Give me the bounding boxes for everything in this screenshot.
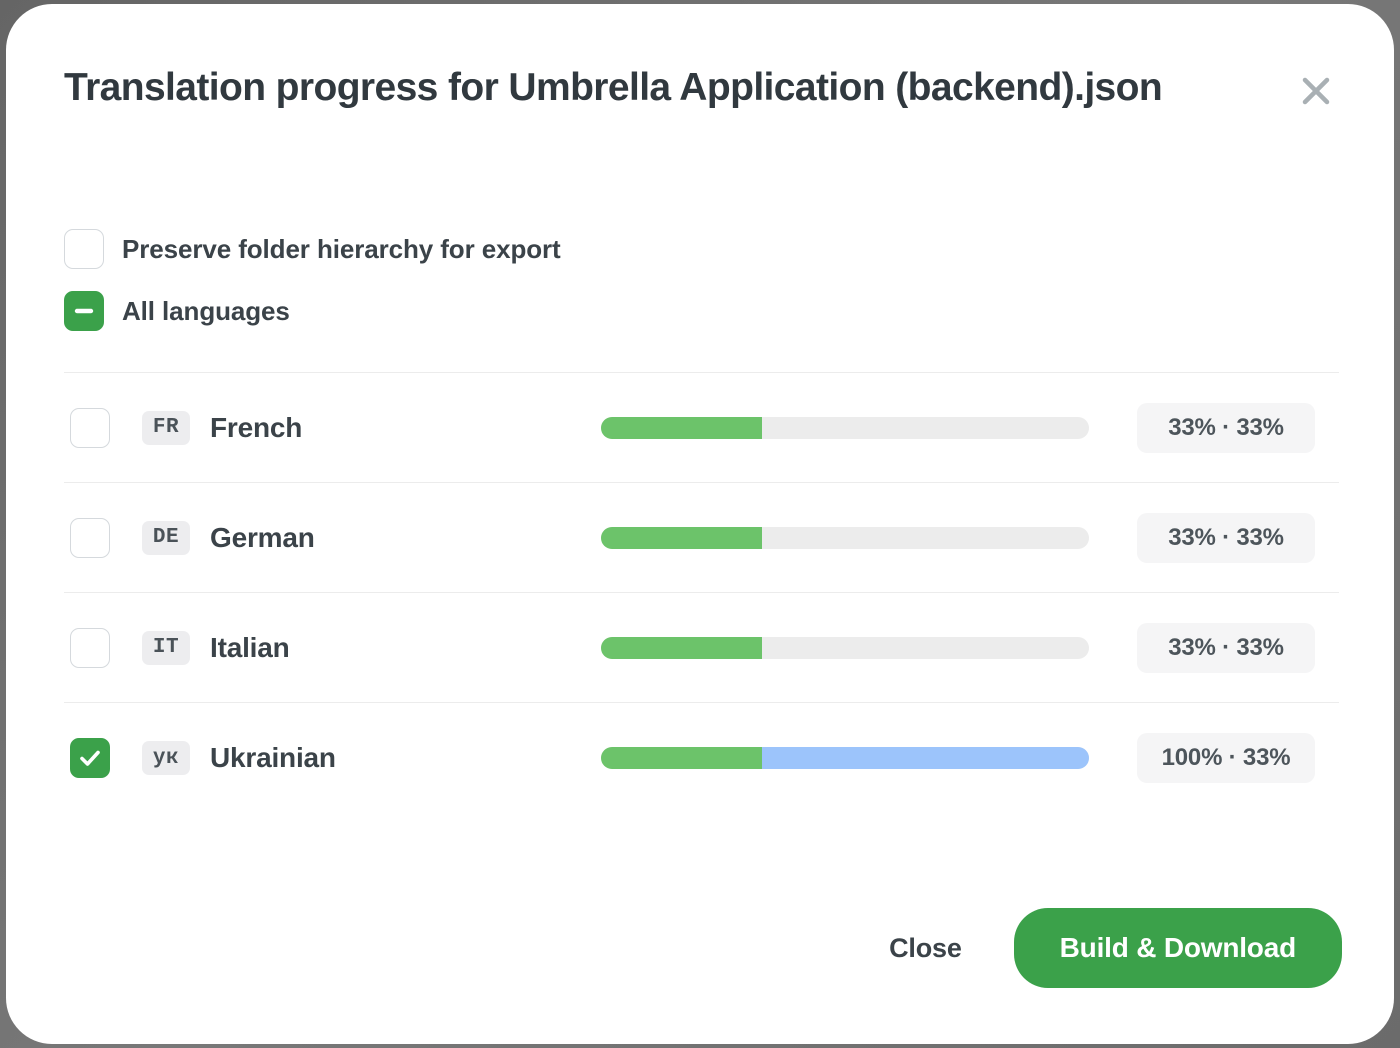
table-row[interactable]: FR French 33% · 33% (64, 373, 1339, 483)
language-code-badge: FR (142, 410, 190, 445)
language-checkbox-cell (64, 627, 142, 668)
status-badge: 33% · 33% (1137, 402, 1315, 453)
progress-bar (601, 416, 1089, 439)
language-name: French (210, 411, 303, 443)
language-name: Ukrainian (210, 742, 336, 773)
table-row[interactable]: DE German 33% · 33% (64, 483, 1339, 593)
status-badge: 100% · 33% (1137, 733, 1315, 783)
progress-segment-remaining (762, 747, 1089, 769)
language-checkbox-ukrainian[interactable] (70, 738, 110, 778)
close-icon (1298, 73, 1334, 112)
close-button[interactable] (1290, 66, 1342, 118)
language-code-badge: ук (142, 741, 190, 775)
language-code-badge: DE (142, 520, 190, 555)
language-checkbox-cell (64, 517, 142, 558)
progress-segment-translated (601, 747, 763, 769)
progress-segment-translated (601, 526, 763, 549)
progress-bar (601, 526, 1089, 549)
status-badge: 33% · 33% (1137, 622, 1315, 673)
language-checkbox-italian[interactable] (70, 627, 110, 668)
language-checkbox-french[interactable] (70, 407, 110, 448)
dialog-footer: Close Build & Download (867, 908, 1342, 988)
dialog-header: Translation progress for Umbrella Applic… (6, 4, 1394, 174)
language-list: FR French 33% · 33% DE German (64, 372, 1339, 813)
language-name: German (210, 521, 315, 553)
language-checkbox-cell (64, 738, 142, 778)
preserve-folder-hierarchy-label: Preserve folder hierarchy for export (122, 233, 561, 264)
translation-progress-dialog: Translation progress for Umbrella Applic… (6, 4, 1394, 1044)
build-and-download-button[interactable]: Build & Download (1013, 908, 1342, 988)
all-languages-checkbox[interactable] (64, 291, 104, 331)
close-text-button[interactable]: Close (867, 917, 984, 980)
progress-bar (601, 747, 1089, 769)
progress-segment-translated (601, 416, 763, 439)
table-row[interactable]: ук Ukrainian 100% · 33% (64, 703, 1339, 813)
options-group: Preserve folder hierarchy for export All… (64, 218, 1339, 342)
option-preserve-folder-hierarchy[interactable]: Preserve folder hierarchy for export (64, 218, 1339, 280)
all-languages-label: All languages (122, 295, 290, 326)
preserve-folder-hierarchy-checkbox[interactable] (64, 229, 104, 269)
option-all-languages[interactable]: All languages (64, 280, 1339, 342)
language-checkbox-cell (64, 407, 142, 448)
language-checkbox-german[interactable] (70, 517, 110, 558)
table-row[interactable]: IT Italian 33% · 33% (64, 593, 1339, 703)
language-code-badge: IT (142, 630, 190, 665)
page-title: Translation progress for Umbrella Applic… (64, 66, 1163, 109)
language-name: Italian (210, 631, 290, 663)
progress-bar (601, 636, 1089, 659)
progress-segment-translated (601, 636, 763, 659)
status-badge: 33% · 33% (1137, 512, 1315, 563)
